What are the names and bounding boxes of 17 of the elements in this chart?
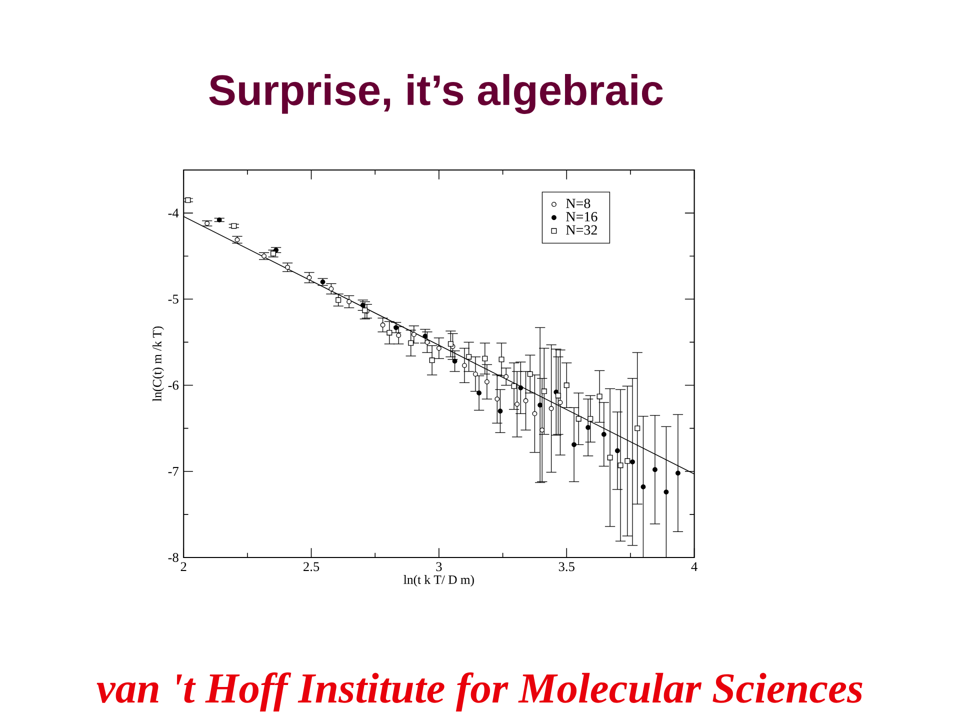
y-axis-title: ln(C(t) m /k T) (152, 326, 164, 402)
y-tick-label: -4 (168, 208, 179, 218)
x-tick-label: 2.5 (304, 562, 320, 572)
x-axis-title: ln(t k T/ D m) (404, 575, 474, 587)
x-tick-label: 3.5 (558, 562, 574, 572)
legend-label: N=32 (566, 225, 597, 235)
y-tick-label: -6 (168, 380, 179, 390)
legend-label: N=16 (566, 212, 598, 222)
legend-label: N=8 (566, 198, 590, 208)
y-tick-label: -7 (168, 467, 179, 476)
chart-title: Surprise, it’s algebraic (209, 74, 663, 114)
x-tick-label: 4 (691, 562, 698, 571)
y-tick-label: -8 (168, 552, 178, 562)
text: van 't Hoff Institute for Molecular Sciences (96, 672, 862, 712)
x-tick-label: 2 (180, 562, 186, 572)
x-tick-label: 3 (436, 562, 442, 572)
y-tick-label: -5 (168, 294, 178, 304)
